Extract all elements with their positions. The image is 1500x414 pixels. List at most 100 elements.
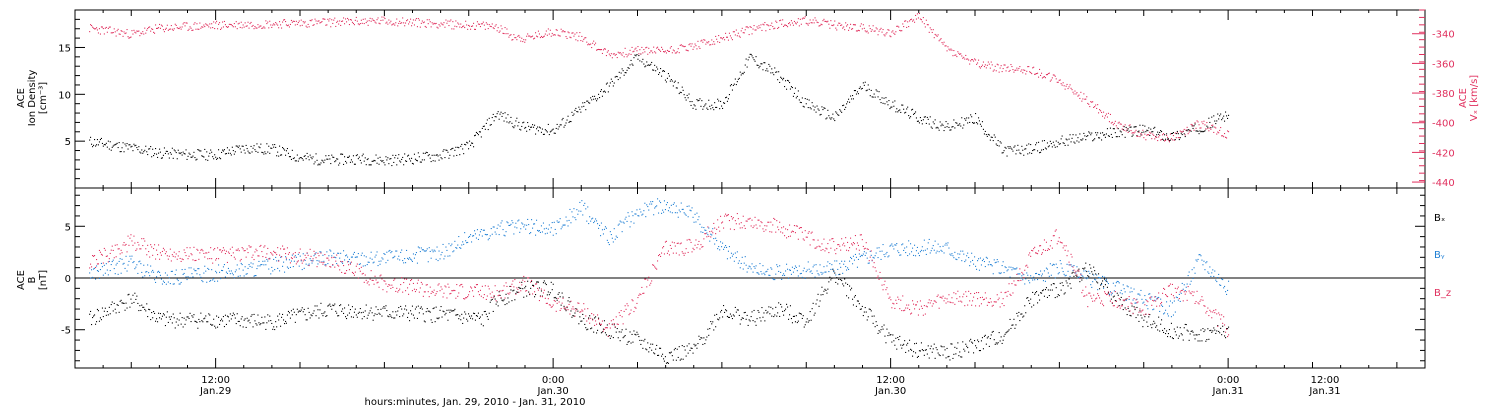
- data-point: [1145, 139, 1146, 140]
- data-point: [505, 304, 506, 305]
- data-point: [429, 247, 430, 248]
- data-point: [506, 294, 507, 295]
- data-point: [258, 27, 259, 28]
- data-point: [369, 164, 370, 165]
- data-point: [561, 124, 562, 125]
- data-point: [786, 89, 787, 90]
- data-point: [920, 251, 921, 252]
- data-point: [1104, 134, 1105, 135]
- data-point: [328, 155, 329, 156]
- data-point: [676, 52, 677, 53]
- data-point: [519, 232, 520, 233]
- data-point: [212, 263, 213, 264]
- data-point: [1074, 143, 1075, 144]
- data-point: [528, 224, 529, 225]
- data-point: [1179, 294, 1180, 295]
- data-point: [228, 252, 229, 253]
- data-point: [136, 31, 137, 32]
- data-point: [786, 304, 787, 305]
- data-point: [982, 337, 983, 338]
- data-point: [194, 157, 195, 158]
- data-point: [353, 155, 354, 156]
- data-point: [1133, 135, 1134, 136]
- data-point: [900, 345, 901, 346]
- data-point: [205, 23, 206, 24]
- data-point: [265, 264, 266, 265]
- data-point: [170, 249, 171, 250]
- data-point: [677, 212, 678, 213]
- data-point: [472, 25, 473, 26]
- data-point: [1061, 83, 1062, 84]
- data-point: [161, 279, 162, 280]
- data-point: [878, 96, 879, 97]
- data-point: [984, 261, 985, 262]
- data-point: [416, 160, 417, 161]
- data-point: [233, 274, 234, 275]
- data-point: [1213, 132, 1214, 133]
- data-point: [178, 280, 179, 281]
- data-point: [417, 318, 418, 319]
- data-point: [974, 58, 975, 59]
- data-point: [816, 20, 817, 21]
- data-point: [657, 355, 658, 356]
- data-point: [931, 127, 932, 128]
- data-point: [1101, 112, 1102, 113]
- data-point: [494, 120, 495, 121]
- data-point: [451, 244, 452, 245]
- data-point: [889, 108, 890, 109]
- data-point: [530, 288, 531, 289]
- data-point: [536, 36, 537, 37]
- data-point: [683, 359, 684, 360]
- data-point: [847, 267, 848, 268]
- data-point: [1198, 340, 1199, 341]
- data-point: [1153, 135, 1154, 136]
- data-point: [928, 24, 929, 25]
- data-point: [662, 210, 663, 211]
- data-point: [936, 252, 937, 253]
- data-point: [203, 253, 204, 254]
- data-point: [730, 35, 731, 36]
- data-point: [102, 255, 103, 256]
- data-point: [983, 348, 984, 349]
- data-point: [1181, 333, 1182, 334]
- data-point: [522, 288, 523, 289]
- data-point: [967, 253, 968, 254]
- data-point: [1066, 86, 1067, 87]
- data-point: [549, 224, 550, 225]
- data-point: [506, 29, 507, 30]
- data-point: [228, 26, 229, 27]
- data-point: [100, 252, 101, 253]
- data-point: [272, 270, 273, 271]
- data-point: [1167, 313, 1168, 314]
- data-point: [994, 69, 995, 70]
- data-point: [181, 29, 182, 30]
- data-point: [417, 263, 418, 264]
- data-point: [185, 324, 186, 325]
- data-point: [903, 26, 904, 27]
- data-point: [404, 258, 405, 259]
- data-point: [215, 22, 216, 23]
- data-point: [403, 262, 404, 263]
- data-point: [478, 239, 479, 240]
- data-point: [564, 31, 565, 32]
- data-point: [1068, 145, 1069, 146]
- data-point: [295, 255, 296, 256]
- data-point: [274, 269, 275, 270]
- data-point: [116, 256, 117, 257]
- data-point: [627, 56, 628, 57]
- data-point: [1055, 76, 1056, 77]
- data-point: [172, 29, 173, 30]
- data-point: [232, 25, 233, 26]
- data-point: [572, 315, 573, 316]
- data-point: [555, 133, 556, 134]
- data-point: [569, 220, 570, 221]
- data-point: [173, 256, 174, 257]
- data-point: [1201, 131, 1202, 132]
- data-point: [1167, 336, 1168, 337]
- data-point: [390, 252, 391, 253]
- data-point: [703, 39, 704, 40]
- data-point: [169, 277, 170, 278]
- data-point: [749, 34, 750, 35]
- series-by: [89, 198, 1229, 317]
- data-point: [1042, 290, 1043, 291]
